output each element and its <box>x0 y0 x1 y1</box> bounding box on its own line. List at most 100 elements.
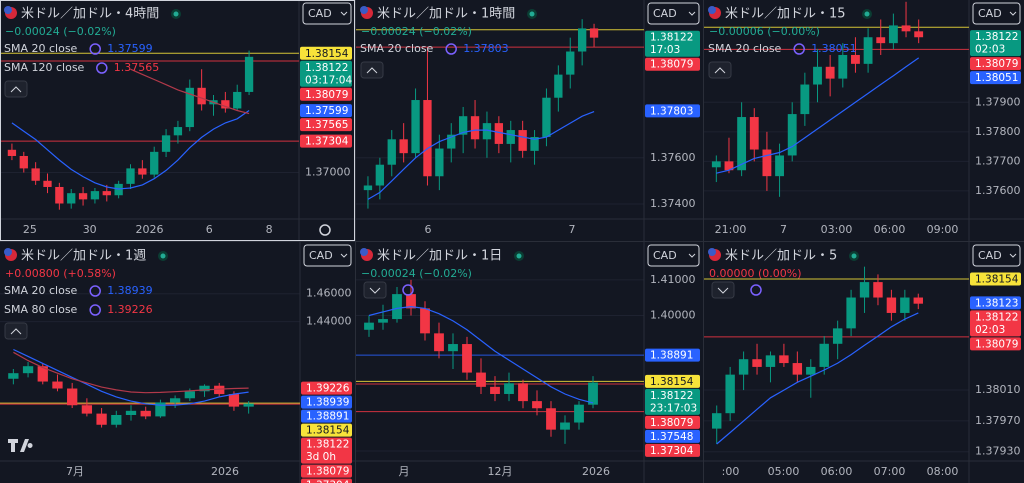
candle-body <box>8 373 19 379</box>
price-tag-countdown: 23:17:03 <box>650 402 697 414</box>
price-tag <box>970 30 1021 57</box>
candle-body <box>447 134 456 149</box>
symbol-title[interactable]: 米ドル／加ドル・1週 <box>21 249 146 264</box>
price-tag-label: 1.37304 <box>306 480 350 483</box>
currency-chevron <box>1009 11 1017 16</box>
price-tag <box>645 57 700 71</box>
chart-panel[interactable]: 1.37000 25 30 2026 6 8 米ドル／加ドル・4時間 −0.00024 (−0… <box>0 0 355 241</box>
candle-body <box>161 135 171 152</box>
symbol-title[interactable]: 米ドル／加ドル・15 <box>725 7 846 22</box>
candle-body <box>490 386 500 394</box>
price-tag <box>300 134 352 148</box>
chart-panel[interactable]: 1.46000 1.44000 7月 2026 米ドル／加ドル・1週 +0.00800 (… <box>0 242 355 483</box>
indicator-value: 1.37599 <box>107 42 153 55</box>
sma-line <box>716 57 920 174</box>
currency-chevron <box>1009 253 1017 258</box>
candle-body <box>458 116 468 135</box>
chart-panel[interactable]: 1.410001.400001.36200月12月2026米ドル／加ドル・1日−… <box>356 242 703 483</box>
indicator-label[interactable]: SMA 20 close <box>4 42 78 55</box>
price-tag <box>300 87 352 101</box>
candle-body <box>762 149 772 177</box>
header: 米ドル／加ドル・15 <box>708 6 872 22</box>
symbol-icon-flag <box>360 6 368 14</box>
symbol-title[interactable]: 米ドル／加ドル・5 <box>725 249 837 264</box>
collapse-button[interactable] <box>360 61 384 79</box>
x-tick-label: 2026 <box>136 223 164 236</box>
candle-body <box>81 405 93 414</box>
candle-body <box>420 308 430 334</box>
price-tag-label: 1.38122 <box>975 31 1018 43</box>
indicator-label[interactable]: SMA 80 close <box>4 303 78 316</box>
price-change: −0.00024 (−0.02%) <box>361 267 472 280</box>
candle-body <box>140 410 151 417</box>
x-tick-label: 6 <box>425 223 432 236</box>
candle-body <box>102 191 111 196</box>
x-tick-label: 7 <box>569 223 576 236</box>
currency-button[interactable] <box>647 244 700 267</box>
collapse-button[interactable] <box>4 80 28 98</box>
y-tick-label: 1.37400 <box>650 197 696 210</box>
candle-body <box>506 130 515 144</box>
currency-button[interactable] <box>972 2 1021 25</box>
candle-body <box>448 344 458 352</box>
collapse-button[interactable] <box>711 281 735 299</box>
indicator-label[interactable]: SMA 20 close <box>708 42 782 55</box>
price-tag <box>970 296 1021 310</box>
candle-body <box>22 366 34 374</box>
currency-button[interactable] <box>972 244 1021 267</box>
price-change: −0.00024 (−0.02%) <box>5 25 116 38</box>
price-tag-countdown: 3d 0h <box>306 451 336 463</box>
price-tag <box>300 46 352 60</box>
candle-body <box>832 328 843 344</box>
sma-line <box>13 351 249 394</box>
x-tick-label: 6 <box>206 223 213 236</box>
candle-body <box>406 294 416 309</box>
candle-body <box>779 355 789 364</box>
price-tag-label: 1.38154 <box>305 48 349 60</box>
candle-body <box>546 408 556 430</box>
currency-button[interactable] <box>302 2 352 25</box>
candle-body <box>434 333 444 352</box>
candle-body <box>901 25 911 32</box>
collapse-button[interactable] <box>708 61 732 79</box>
price-tag-label: 1.38051 <box>975 72 1018 84</box>
symbol-title[interactable]: 米ドル／加ドル・4時間 <box>21 7 159 22</box>
price-tag-label: 1.38154 <box>306 425 350 437</box>
price-tag-label: 1.38122 <box>975 311 1018 323</box>
symbol-title[interactable]: 米ドル／加ドル・1日 <box>377 249 502 264</box>
chart-panel[interactable]: 1.38010 1.37970 1.37930:00 05:00 06:00 07:00 0… <box>704 242 1024 483</box>
currency-button[interactable] <box>303 244 352 267</box>
symbol-icon-flag <box>708 6 716 14</box>
chart-panel[interactable]: 1.37600 1.37400 6 7 米ドル／加ドル・1時間 −0.00024 (−0.… <box>356 0 703 241</box>
x-tick-label: 7 <box>780 223 787 236</box>
indicator-label[interactable]: SMA 20 close <box>360 42 434 55</box>
currency-label: CAD <box>978 7 1002 20</box>
collapse-button[interactable] <box>363 281 387 299</box>
collapse-button[interactable] <box>4 322 28 340</box>
y-tick-label: 1.37600 <box>650 151 696 164</box>
price-tag-label: 1.37548 <box>650 431 693 443</box>
y-tick-label: 1.41000 <box>650 273 696 286</box>
candle-body <box>37 366 48 382</box>
candle-body <box>482 123 492 140</box>
currency-button[interactable] <box>647 2 700 25</box>
candle-body <box>462 344 472 373</box>
price-tag <box>645 104 700 118</box>
candle-body <box>375 164 385 186</box>
chart-panel[interactable]: 1.37900 1.37800 1.37700 1.37600 21:00 7 03:00 0… <box>704 0 1024 241</box>
indicator-label[interactable]: SMA 120 close <box>4 61 85 74</box>
price-change: −0.00024 (−0.02%) <box>361 25 472 38</box>
price-tag-label: 1.38939 <box>306 397 349 409</box>
price-tag <box>645 30 700 57</box>
candle-body <box>873 282 883 298</box>
candle-body <box>67 388 78 406</box>
currency-chevron <box>688 253 696 258</box>
candle-body <box>504 383 514 394</box>
header: 米ドル／加ドル・5 <box>708 248 859 264</box>
candle-body <box>55 186 64 204</box>
indicator-label[interactable]: SMA 20 close <box>4 284 78 297</box>
price-change: 0.00000 (0.00%) <box>709 267 802 280</box>
candle-body <box>737 117 747 171</box>
symbol-title[interactable]: 米ドル／加ドル・1時間 <box>377 7 515 22</box>
price-tag-label: 1.38122 <box>305 62 348 74</box>
